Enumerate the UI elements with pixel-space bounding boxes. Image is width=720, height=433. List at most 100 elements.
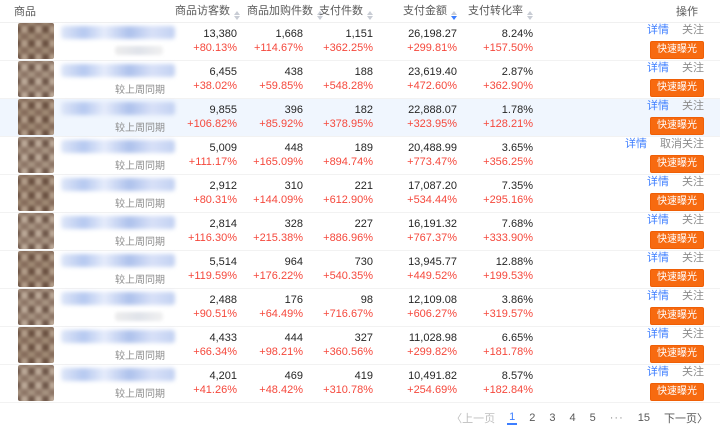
detail-link[interactable]: 详情 (647, 251, 669, 264)
metric-delta: +716.67% (323, 307, 373, 320)
metric-delta: +540.35% (323, 269, 373, 282)
metric-delta: +80.31% (193, 193, 237, 206)
metric-delta: +612.90% (323, 193, 373, 206)
table-row[interactable]: 较上周同期 5,514 +119.59% 964 +176.22% 730 +5… (0, 250, 720, 289)
quick-boost-button[interactable]: 快速曝光 (650, 78, 704, 97)
product-title-redacted[interactable] (61, 64, 175, 77)
follow-link[interactable]: 关注 (682, 365, 704, 378)
page-button[interactable]: 4 (569, 411, 576, 424)
detail-link[interactable]: 详情 (647, 213, 669, 226)
product-image[interactable] (18, 137, 54, 173)
product-title-redacted[interactable] (61, 368, 175, 381)
detail-link[interactable]: 详情 (647, 61, 669, 74)
metric-value: 419 (354, 369, 373, 382)
product-title-redacted[interactable] (61, 330, 175, 343)
metric-value: 6,455 (209, 65, 237, 78)
follow-link[interactable]: 关注 (682, 175, 704, 188)
detail-link[interactable]: 详情 (647, 365, 669, 378)
table-row[interactable]: 较上周同期 2,814 +116.30% 328 +215.38% 227 +8… (0, 212, 720, 251)
quick-boost-button[interactable]: 快速曝光 (650, 116, 704, 135)
sort-icon[interactable] (234, 10, 240, 20)
table-row[interactable]: 较上周同期 6,455 +38.02% 438 +59.85% 188 +548… (0, 60, 720, 99)
compare-period-label: 较上周同期 (115, 389, 165, 400)
quick-boost-button[interactable]: 快速曝光 (650, 268, 704, 287)
quick-boost-button[interactable]: 快速曝光 (650, 192, 704, 211)
unfollow-link[interactable]: 取消关注 (660, 137, 704, 150)
metric-delta: +310.78% (323, 383, 373, 396)
table-row[interactable]: 较上周同期 5,009 +111.17% 448 +165.09% 189 +8… (0, 136, 720, 175)
follow-link[interactable]: 关注 (682, 99, 704, 112)
product-title-redacted[interactable] (61, 216, 175, 229)
product-title-redacted[interactable] (61, 178, 175, 191)
metric-value: 2.87% (501, 65, 533, 78)
follow-link[interactable]: 关注 (682, 61, 704, 74)
product-title-redacted[interactable] (61, 254, 175, 267)
sort-icon[interactable] (367, 10, 373, 20)
compare-period-label: 较上周同期 (115, 199, 165, 210)
pagination-ellipsis[interactable]: ··· (609, 411, 624, 424)
detail-link[interactable]: 详情 (625, 137, 647, 150)
table-row[interactable]: 较上周同期 2,912 +80.31% 310 +144.09% 221 +61… (0, 174, 720, 213)
metric-value: 221 (354, 179, 373, 192)
product-image[interactable] (18, 61, 54, 97)
sort-icon-active-desc[interactable] (451, 10, 457, 20)
follow-link[interactable]: 关注 (682, 289, 704, 302)
follow-link[interactable]: 关注 (682, 23, 704, 36)
product-title-redacted[interactable] (61, 102, 175, 115)
product-title-redacted[interactable] (61, 26, 175, 39)
product-image[interactable] (18, 289, 54, 325)
header-cart-items[interactable]: 商品加购件数 (247, 0, 323, 23)
quick-boost-button[interactable]: 快速曝光 (650, 344, 704, 363)
header-paid-items[interactable]: 支付件数 (313, 0, 383, 23)
table-row[interactable]: 较上周同期 9,855 +106.82% 396 +85.92% 182 +37… (0, 98, 720, 137)
detail-link[interactable]: 详情 (647, 99, 669, 112)
header-visitors[interactable]: 商品访客数 (175, 0, 247, 23)
metric-delta: +378.95% (323, 117, 373, 130)
table-row[interactable]: 13,380 +80.13% 1,668 +114.67% 1,151 +362… (0, 22, 720, 61)
detail-link[interactable]: 详情 (647, 23, 669, 36)
quick-boost-button[interactable]: 快速曝光 (650, 154, 704, 173)
product-image[interactable] (18, 251, 54, 287)
prev-page-button[interactable]: 〈上一页 (451, 412, 496, 425)
metric-value: 227 (354, 217, 373, 230)
product-title-redacted[interactable] (61, 140, 175, 153)
table-row[interactable]: 2,488 +90.51% 176 +64.49% 98 +716.67% 12… (0, 288, 720, 327)
next-page-button[interactable]: 下一页〉 (664, 412, 708, 425)
page-button[interactable]: 5 (589, 411, 596, 424)
header-conversion-rate[interactable]: 支付转化率 (467, 0, 543, 23)
metric-delta: +98.21% (259, 345, 303, 358)
metric-value: 444 (284, 331, 303, 344)
follow-link[interactable]: 关注 (682, 327, 704, 340)
page-button[interactable]: 15 (637, 411, 650, 424)
product-image[interactable] (18, 327, 54, 363)
quick-boost-button[interactable]: 快速曝光 (650, 306, 704, 325)
product-image[interactable] (18, 175, 54, 211)
table-row[interactable]: 较上周同期 4,201 +41.26% 469 +48.42% 419 +310… (0, 364, 720, 403)
page-button-active[interactable]: 1 (507, 411, 518, 425)
follow-link[interactable]: 关注 (682, 213, 704, 226)
product-image[interactable] (18, 99, 54, 135)
quick-boost-button[interactable]: 快速曝光 (650, 382, 704, 401)
metric-value: 10,491.82 (408, 369, 457, 382)
metric-value: 7.35% (501, 179, 533, 192)
header-paid-amount[interactable]: 支付金额 (383, 0, 467, 23)
follow-link[interactable]: 关注 (682, 251, 704, 264)
metric-delta: +128.21% (483, 117, 533, 130)
sort-icon[interactable] (527, 10, 533, 20)
page-button[interactable]: 2 (529, 411, 536, 424)
metric-delta: +80.13% (193, 41, 237, 54)
compare-period-redacted (115, 312, 163, 321)
product-image[interactable] (18, 213, 54, 249)
detail-link[interactable]: 详情 (647, 289, 669, 302)
product-image[interactable] (18, 365, 54, 401)
quick-boost-button[interactable]: 快速曝光 (650, 40, 704, 59)
page-button[interactable]: 3 (549, 411, 556, 424)
table-row[interactable]: 较上周同期 4,433 +66.34% 444 +98.21% 327 +360… (0, 326, 720, 365)
compare-period-label: 较上周同期 (115, 237, 165, 248)
metric-value: 310 (284, 179, 303, 192)
product-title-redacted[interactable] (61, 292, 175, 305)
product-image[interactable] (18, 23, 54, 59)
detail-link[interactable]: 详情 (647, 175, 669, 188)
quick-boost-button[interactable]: 快速曝光 (650, 230, 704, 249)
detail-link[interactable]: 详情 (647, 327, 669, 340)
